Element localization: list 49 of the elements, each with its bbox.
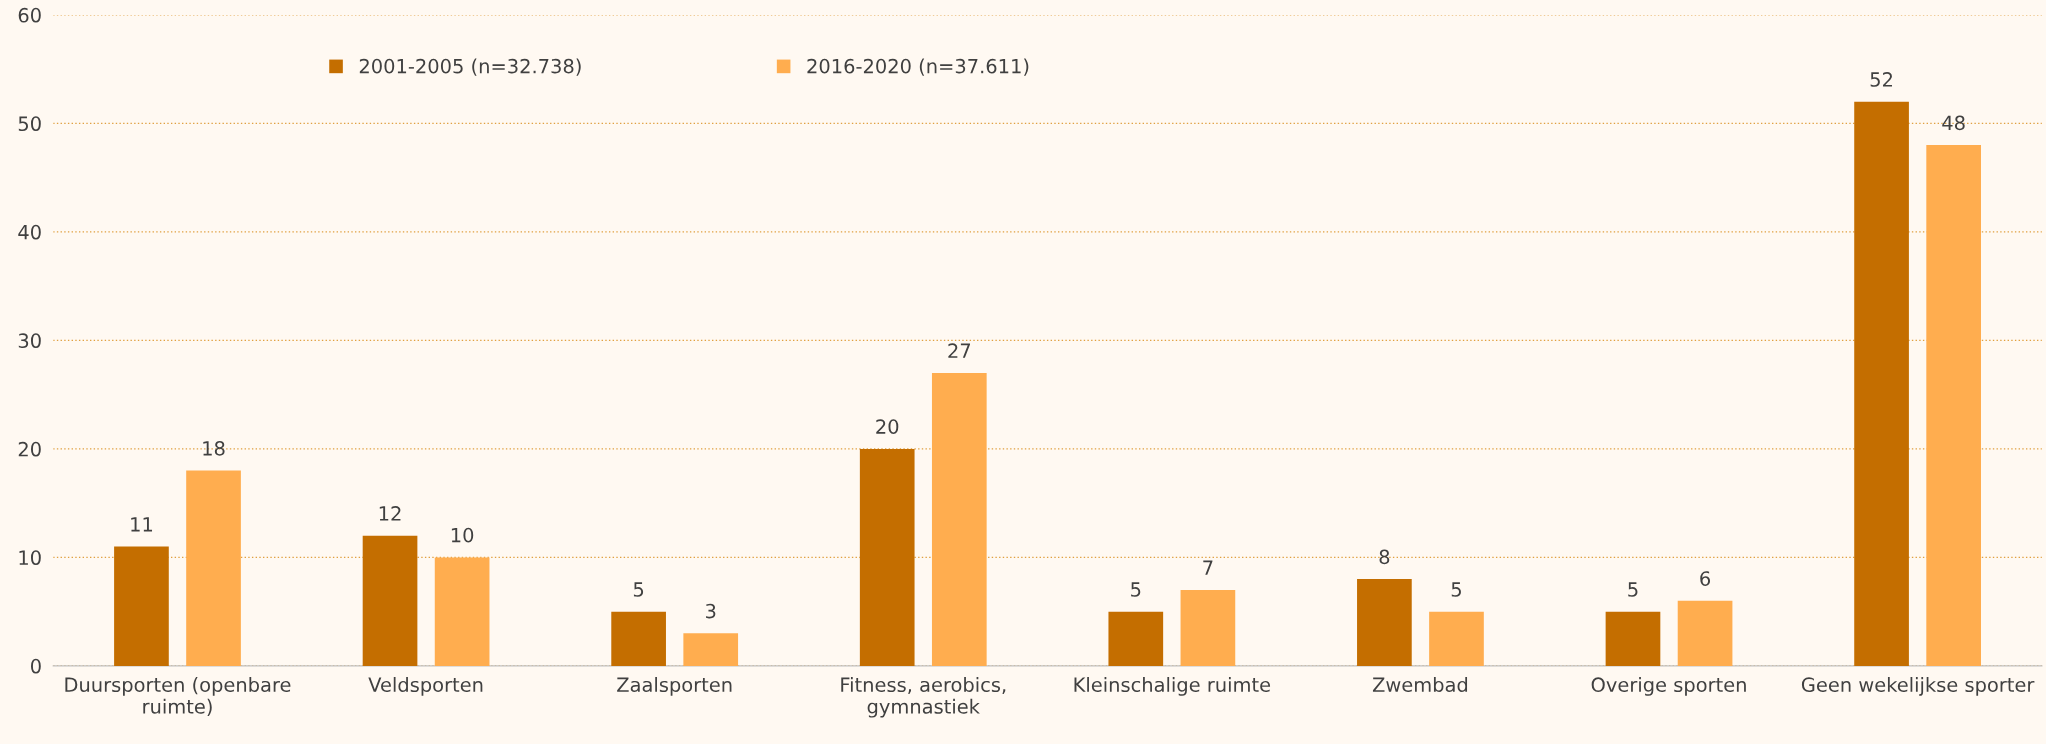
x-tick-label: Zwembad bbox=[1372, 676, 1468, 693]
bar bbox=[362, 535, 418, 666]
bar bbox=[1677, 600, 1733, 666]
bar bbox=[859, 448, 915, 666]
data-label: 18 bbox=[203, 440, 225, 456]
bar bbox=[1605, 611, 1661, 666]
data-label: 5 bbox=[1131, 582, 1141, 597]
data-label: 12 bbox=[379, 506, 401, 521]
bar bbox=[114, 546, 169, 666]
y-tick-label: 20 bbox=[18, 441, 41, 457]
x-tick-label: Kleinschalige ruimte bbox=[1074, 676, 1271, 696]
legend-label: 2001-2005 (n=32.738) bbox=[359, 58, 581, 76]
x-tick-label: Fitness, aerobics, gymnastiek bbox=[841, 676, 1006, 718]
data-label: 5 bbox=[633, 582, 644, 597]
data-label: 5 bbox=[1451, 582, 1461, 597]
x-tick-label: Overige sporten bbox=[1591, 676, 1746, 696]
data-label: 20 bbox=[876, 419, 899, 434]
y-tick-label: 40 bbox=[18, 224, 41, 240]
bar bbox=[1180, 589, 1236, 666]
legend-label: 2016-2020 (n=37.611) bbox=[807, 58, 1029, 76]
bar bbox=[611, 611, 666, 666]
x-tick-label: Duursporten (openbare ruimte) bbox=[65, 676, 291, 717]
bar bbox=[683, 633, 739, 666]
data-label: 27 bbox=[948, 343, 971, 358]
data-label: 6 bbox=[1700, 571, 1711, 586]
x-tick-label: Geen wekelijkse sporter bbox=[1801, 676, 2035, 696]
data-label: 3 bbox=[706, 603, 716, 619]
y-tick-label: 30 bbox=[18, 333, 41, 349]
y-tick-label: 10 bbox=[19, 550, 41, 566]
data-label: 11 bbox=[131, 517, 153, 532]
y-tick-label: 0 bbox=[31, 658, 41, 674]
y-tick-label: 50 bbox=[18, 116, 41, 132]
bar bbox=[1357, 579, 1412, 666]
data-label: 5 bbox=[1628, 582, 1638, 597]
x-tick-label: Veldsporten bbox=[368, 676, 483, 696]
bar bbox=[186, 470, 241, 666]
data-label: 52 bbox=[1870, 72, 1892, 87]
bar bbox=[1854, 101, 1909, 666]
y-tick-label: 60 bbox=[18, 7, 41, 23]
bar bbox=[1429, 611, 1484, 666]
bar bbox=[434, 557, 490, 666]
data-label: 8 bbox=[1379, 549, 1390, 565]
bar bbox=[931, 372, 987, 666]
data-label: 10 bbox=[451, 527, 474, 543]
data-label: 7 bbox=[1203, 560, 1213, 575]
data-label: 48 bbox=[1942, 115, 1965, 131]
x-tick-label: Zaalsporten bbox=[617, 676, 732, 696]
bar bbox=[1926, 145, 1981, 666]
bar bbox=[1108, 611, 1164, 666]
